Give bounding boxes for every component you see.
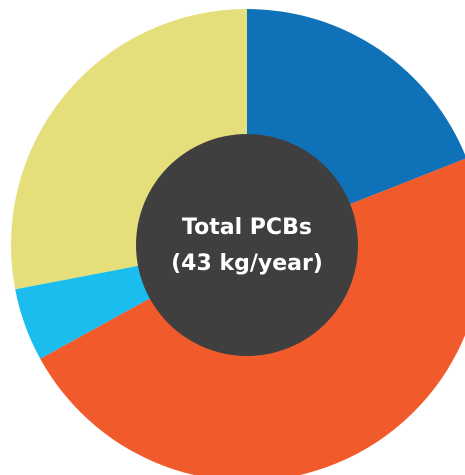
center-label: (43 kg/year) (171, 251, 323, 276)
center-circle (136, 134, 358, 356)
center-label: Total PCBs (182, 215, 312, 240)
